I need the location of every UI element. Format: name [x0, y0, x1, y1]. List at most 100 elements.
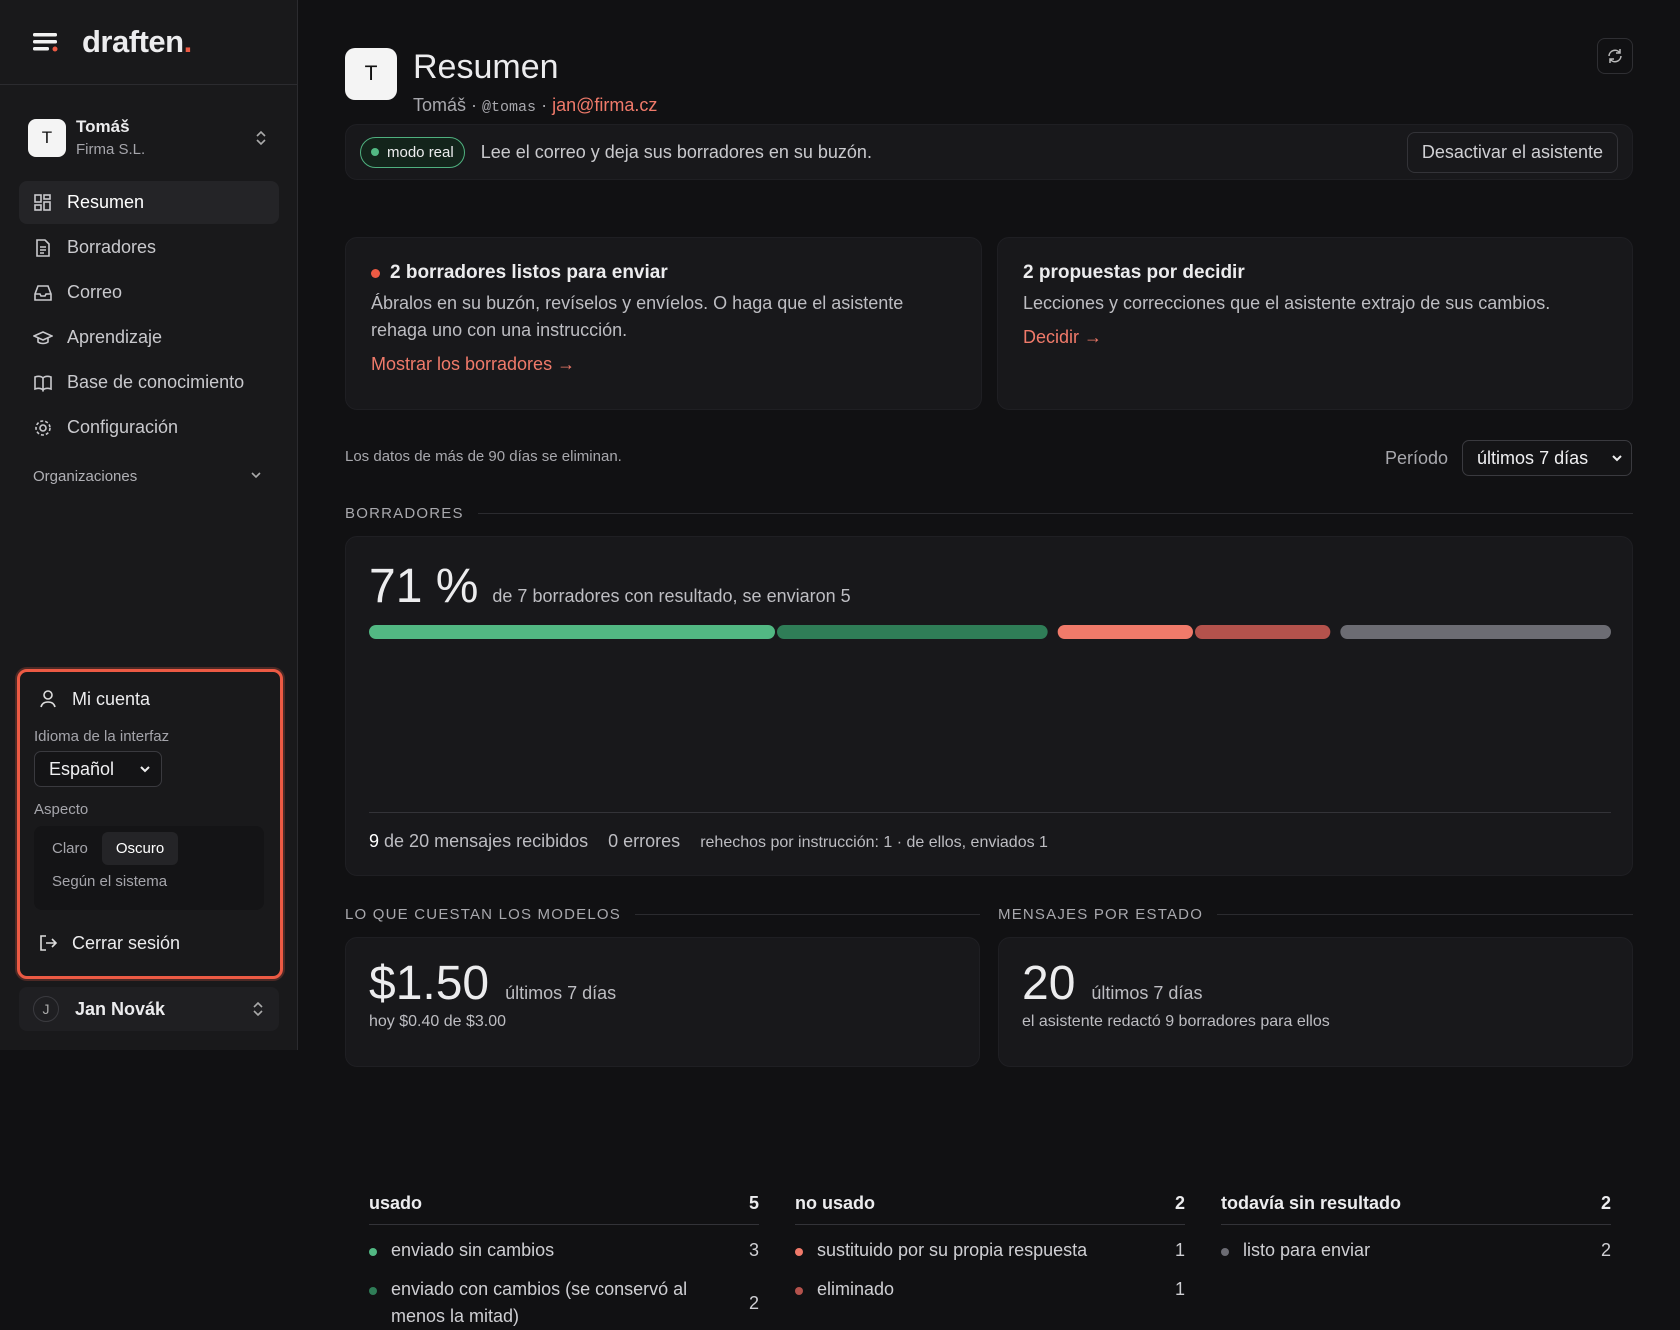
item-dot — [795, 1287, 803, 1295]
nav-item[interactable]: Borradores — [19, 226, 279, 269]
language-value: Español — [49, 758, 115, 779]
messages-value: 20 — [1022, 957, 1076, 1010]
drafts-ready-card: 2 borradores listos para enviar Ábralos … — [345, 237, 982, 410]
section-title: BORRADORES — [345, 505, 1633, 522]
costs-card: $1.50 últimos 7 días hoy $0.40 de $3.00 — [345, 937, 980, 1067]
appearance-option[interactable]: Según el sistema — [52, 873, 168, 890]
nav: Resumen Borradores Correo Aprendizaje Base d… — [19, 181, 279, 451]
language-select[interactable]: Español — [34, 751, 162, 787]
user-switcher[interactable]: J Jan Novák — [19, 987, 279, 1031]
bar-segment — [1057, 625, 1193, 639]
errors: 0 errores — [608, 831, 681, 851]
menu-icon[interactable] — [32, 31, 60, 53]
nav-item[interactable]: Correo — [19, 271, 279, 314]
nav-icon — [34, 193, 51, 211]
nav-label: Correo — [67, 282, 123, 302]
group-total: 5 — [748, 1193, 759, 1213]
card-title: 2 propuestas por decidir — [1023, 262, 1245, 283]
status-dot — [371, 148, 379, 156]
received-count: 9 — [369, 831, 380, 851]
redone: rehechos por instrucción: 1 · de ellos, … — [700, 834, 1048, 851]
outcome-group: todavía sin resultado 2 listo para enviar 2 — [1221, 1193, 1611, 1264]
sidebar: draften. T Tomáš Firma S.L. Resumen Borrad… — [0, 0, 298, 1050]
account-title: Mi cuenta — [34, 684, 266, 714]
account-menu: Mi cuenta Idioma de la interfaz Español … — [17, 669, 283, 979]
item-label-wrap: enviado sin cambios — [369, 1237, 554, 1264]
appearance-options: Claro Oscuro Según el sistema — [34, 826, 264, 910]
group-item: sustituido por su propia respuesta 1 — [795, 1237, 1185, 1264]
alert-dot — [371, 268, 380, 278]
card-link[interactable]: Decidir → — [1023, 327, 1103, 347]
organizations-toggle[interactable]: Organizaciones — [33, 468, 263, 485]
outcome-group: no usado 2 sustituido por su propia respue… — [795, 1193, 1185, 1303]
item-count: 3 — [748, 1240, 759, 1260]
item-label: sustituido por su propia respuesta — [817, 1240, 1088, 1260]
retention-note: Los datos de más de 90 días se eliminan. — [345, 448, 622, 465]
header-meta: Tomáš · @tomas · jan@firma.cz — [413, 95, 657, 116]
cost-sub: hoy $0.40 de $3.00 — [369, 1013, 507, 1030]
drafts-card: 71 % de 7 borradores con resultado, se en… — [345, 536, 1633, 1326]
item-label-wrap: enviado con cambios (se conservó al meno… — [369, 1276, 721, 1330]
group-header: usado 5 — [369, 1193, 759, 1225]
badge-text: modo real — [387, 143, 454, 161]
bar-segment — [1340, 625, 1611, 639]
messages-sub: el asistente redactó 9 borradores para e… — [1022, 1013, 1330, 1030]
outcome-group: usado 5 enviado sin cambios 3 enviado con ca… — [369, 1193, 759, 1330]
nav-label: Borradores — [67, 237, 157, 257]
header-name: Tomáš — [413, 95, 467, 115]
org-name: Tomáš — [76, 117, 130, 136]
refresh-button[interactable] — [1597, 38, 1633, 74]
group-item: enviado sin cambios 3 — [369, 1237, 759, 1264]
item-label-wrap: listo para enviar — [1221, 1237, 1370, 1264]
nav-item[interactable]: Base de conocimiento — [19, 361, 279, 404]
period-select[interactable]: últimos 7 días — [1462, 440, 1633, 476]
card-title: 2 borradores listos para enviar — [371, 262, 956, 284]
group-name: usado — [369, 1193, 423, 1213]
group-name: todavía sin resultado — [1221, 1193, 1402, 1213]
item-count: 1 — [1174, 1279, 1185, 1299]
body: draften. T Tomáš Firma S.L. Resumen Borrad… — [0, 0, 1680, 1050]
item-label-wrap: eliminado — [795, 1276, 894, 1303]
card-text: Ábralos en su buzón, revíselos y envíelo… — [371, 293, 904, 340]
item-count: 2 — [748, 1292, 759, 1313]
nav-item[interactable]: Resumen — [19, 181, 279, 224]
header-handle: @tomas — [482, 99, 537, 116]
headline-value: 71 % — [369, 560, 479, 613]
received-text: de 20 mensajes recibidos — [384, 831, 589, 851]
group-item: eliminado 1 — [795, 1276, 1185, 1303]
org-switcher[interactable]: T Tomáš Firma S.L. — [28, 117, 268, 158]
header-avatar: T — [345, 48, 397, 100]
nav-label: Resumen — [67, 192, 145, 212]
deactivate-button[interactable]: Desactivar el asistente — [1406, 131, 1618, 173]
item-dot — [369, 1248, 377, 1256]
section-title: MENSAJES POR ESTADO — [998, 906, 1633, 923]
messages-card: 20 últimos 7 días el asistente redactó 9 … — [998, 937, 1633, 1067]
nav-icon — [34, 375, 52, 392]
appearance-option[interactable]: Oscuro — [101, 832, 179, 865]
nav-item[interactable]: Configuración — [19, 406, 279, 449]
brand-text: draften — [82, 24, 184, 59]
org-avatar: T — [28, 118, 66, 157]
group-header: todavía sin resultado 2 — [1221, 1193, 1611, 1225]
nav-item[interactable]: Aprendizaje — [19, 316, 279, 359]
page-header: T Resumen Tomáš · @tomas · jan@firma.cz — [345, 48, 657, 116]
drafts-footer: 9 de 20 mensajes recibidos 0 errores reh… — [369, 812, 1611, 852]
header-email[interactable]: jan@firma.cz — [552, 95, 658, 115]
logout-text: Cerrar sesión — [72, 932, 181, 953]
language-label: Idioma de la interfaz — [34, 728, 170, 745]
section-title-text: BORRADORES — [345, 505, 464, 522]
nav-icon — [34, 284, 52, 301]
brand-dot: . — [183, 24, 193, 59]
period-filter: Período últimos 7 días — [1385, 440, 1633, 476]
received: 9 de 20 mensajes recibidos — [369, 831, 588, 852]
logout[interactable]: Cerrar sesión — [34, 928, 266, 958]
chevron — [140, 766, 150, 773]
brand-name: draften. — [82, 24, 192, 60]
organizations-label: Organizaciones — [33, 468, 138, 485]
appearance-option[interactable]: Claro — [52, 840, 88, 857]
card-link[interactable]: Mostrar los borradores → — [371, 354, 576, 374]
nav-icon — [33, 330, 53, 344]
group-header: no usado 2 — [795, 1193, 1185, 1225]
account-title-text: Mi cuenta — [72, 688, 151, 709]
nav-icon — [36, 238, 50, 257]
